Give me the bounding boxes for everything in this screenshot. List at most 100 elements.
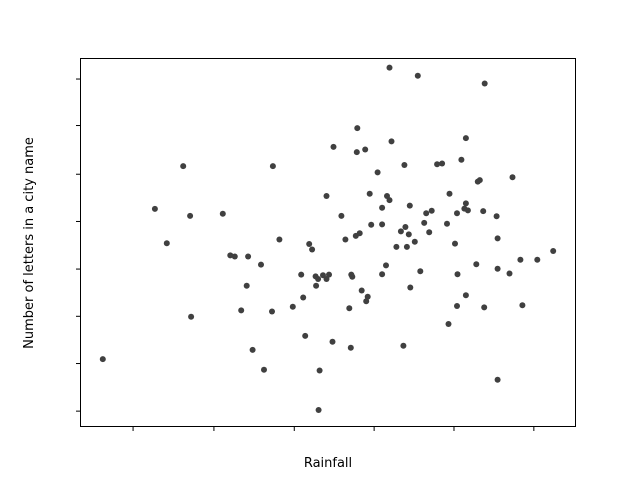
scatter-point [326, 271, 332, 278]
scatter-point [439, 160, 446, 167]
scatter-point [444, 220, 450, 227]
scatter-point [219, 210, 226, 217]
scatter-point [417, 268, 424, 275]
scatter-point [462, 135, 469, 142]
scatter-point [300, 294, 307, 301]
scatter-point [400, 342, 407, 349]
scatter-point [550, 248, 557, 254]
scatter-point [454, 303, 460, 309]
scatter-point [388, 138, 395, 145]
scatter-point [458, 156, 465, 163]
scatter-point [315, 407, 322, 413]
x-axis-label: Rainfall [304, 456, 352, 471]
plot-frame [80, 58, 576, 427]
scatter-point [338, 212, 345, 219]
scatter-point [383, 262, 389, 269]
scatter-point [476, 177, 483, 184]
scatter-point [506, 270, 513, 277]
ticks-layer [76, 78, 535, 431]
scatter-point [374, 169, 381, 176]
scatter-point [309, 246, 316, 253]
scatter-point [446, 190, 453, 197]
scatter-point [445, 321, 452, 327]
scatter-point [414, 72, 421, 79]
scatter-point [452, 240, 458, 247]
scatter-point [509, 174, 516, 181]
scatter-point [481, 80, 488, 87]
scatter-point [534, 256, 541, 263]
scatter-point [349, 273, 356, 280]
scatter-point [313, 282, 320, 289]
scatter-point [454, 271, 461, 278]
scatter-point [227, 252, 234, 259]
scatter-point [356, 230, 363, 237]
scatter-point [231, 253, 238, 260]
scatter-point [364, 293, 371, 300]
scatter-point [163, 240, 170, 247]
scatter-point [269, 163, 276, 170]
scatter-point [473, 261, 480, 268]
scatter-point [302, 332, 309, 339]
scatter-point [462, 200, 469, 207]
scatter-point [423, 210, 430, 217]
scatter-point [421, 219, 428, 226]
plot-background [80, 58, 576, 427]
scatter-point [397, 228, 404, 235]
scatter-point [368, 221, 375, 228]
scatter-point [245, 253, 252, 260]
scatter-point [494, 265, 501, 272]
scatter-point [366, 190, 373, 197]
scatter-point [188, 313, 195, 320]
scatter-point [358, 287, 365, 294]
scatter-point [386, 64, 393, 71]
scatter-point [411, 238, 418, 245]
scatter-point [99, 356, 106, 363]
scatter-point [494, 235, 501, 242]
scatter-point [258, 261, 264, 268]
scatter-point [493, 213, 500, 220]
scatter-point [393, 243, 400, 250]
scatter-point [464, 207, 471, 214]
scatter-point [342, 236, 349, 243]
scatter-point [298, 271, 305, 278]
scatter-point [379, 271, 386, 278]
scatter-point [462, 292, 469, 299]
y-axis-label: Number of letters in a city name [22, 137, 37, 349]
scatter-point [187, 212, 194, 219]
scatter-point [428, 207, 435, 214]
scatter-point [306, 241, 313, 247]
scatter-point [323, 193, 330, 199]
scatter-point [403, 243, 410, 250]
scatter-point [238, 307, 245, 314]
scatter-point [180, 163, 187, 170]
scatter-point [405, 231, 412, 238]
scatter-point [151, 205, 158, 212]
points-layer [99, 64, 557, 413]
scatter-point [269, 308, 275, 315]
scatter-point [353, 149, 360, 156]
scatter-point [379, 204, 386, 211]
scatter-point [243, 282, 250, 289]
scatter-point [347, 344, 354, 351]
scatter-point [426, 229, 433, 236]
scatter-point [315, 276, 322, 282]
scatter-point [402, 224, 409, 230]
scatter-point [401, 162, 408, 168]
scatter-point [276, 236, 283, 243]
scatter-point [354, 125, 361, 132]
scatter-point [329, 338, 336, 345]
scatter-point [454, 210, 460, 217]
scatter-point [316, 367, 323, 374]
scatter-point [406, 202, 413, 209]
scatter-point [346, 305, 353, 312]
scatter-point [386, 197, 393, 204]
scatter-point [481, 304, 488, 311]
scatter-point [407, 284, 414, 291]
scatter-point [494, 376, 501, 383]
scatter-point [261, 366, 267, 373]
scatter-point [362, 146, 369, 153]
scatter-point [330, 143, 337, 150]
scatter-point [379, 221, 386, 228]
scatter-point [434, 161, 441, 168]
